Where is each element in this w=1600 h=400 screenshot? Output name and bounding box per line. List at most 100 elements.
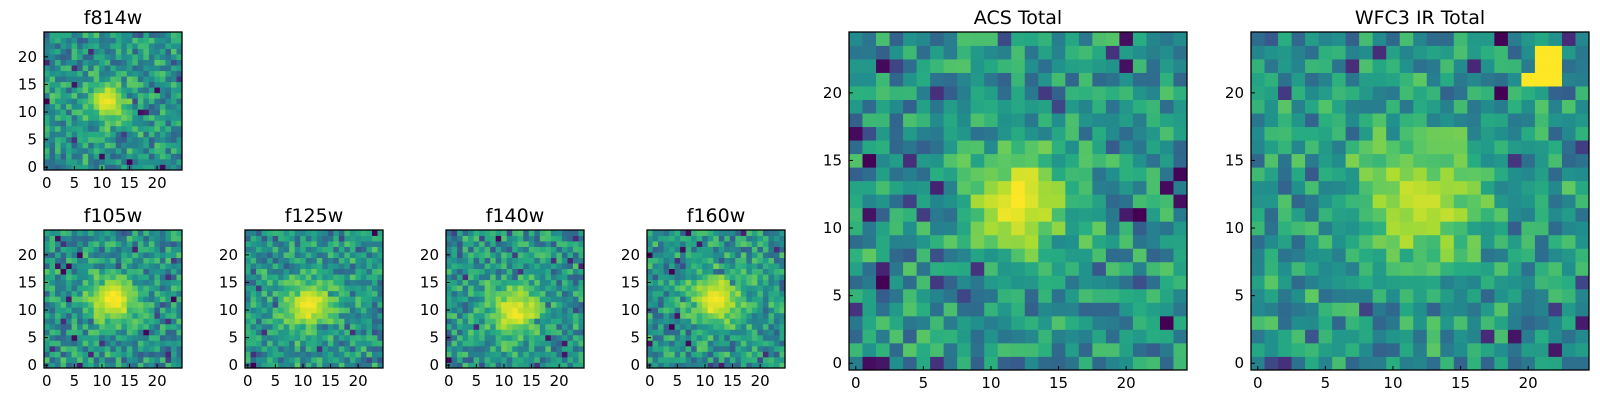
heatmap-cell — [110, 312, 117, 319]
heatmap-cell — [457, 362, 463, 369]
heatmap-cell — [121, 356, 128, 363]
heatmap-cell — [44, 37, 50, 44]
heatmap-cell — [572, 340, 579, 347]
heatmap-cell — [903, 261, 917, 276]
heatmap-cell — [1278, 99, 1292, 114]
heatmap-cell — [1159, 261, 1174, 276]
heatmap-cell — [729, 351, 736, 358]
heatmap-cell — [115, 263, 122, 270]
heatmap-cell — [1399, 221, 1414, 236]
heatmap-cell — [355, 241, 362, 247]
heatmap-cell — [170, 59, 177, 66]
heatmap-cell — [658, 345, 664, 352]
heatmap-cell — [294, 340, 301, 347]
heatmap-cell — [490, 307, 497, 314]
heatmap-cell — [1453, 167, 1468, 182]
heatmap-cell — [333, 340, 340, 347]
heatmap-cell — [71, 356, 78, 363]
heatmap-cell — [696, 301, 703, 308]
heatmap-cell — [484, 345, 491, 352]
heatmap-cell — [702, 279, 709, 286]
heatmap-cell — [115, 131, 122, 138]
heatmap-cell — [957, 99, 972, 114]
heatmap-cell — [93, 142, 100, 149]
heatmap-cell — [1440, 356, 1455, 371]
heatmap-cell — [997, 315, 1012, 330]
heatmap-cell — [371, 241, 378, 247]
heatmap-cell — [44, 318, 50, 325]
heatmap-cell — [126, 351, 133, 358]
heatmap-cell — [468, 285, 474, 292]
heatmap-cell — [344, 334, 351, 341]
heatmap-cell — [1024, 140, 1039, 155]
heatmap-cell — [71, 334, 78, 341]
heatmap-cell — [506, 296, 513, 303]
heatmap-cell — [104, 164, 111, 171]
heatmap-cell — [360, 235, 367, 242]
heatmap-cell — [110, 65, 117, 72]
heatmap-cell — [88, 142, 95, 149]
heatmap-cell — [77, 351, 84, 358]
heatmap-cell — [517, 340, 524, 347]
heatmap-cell — [82, 142, 89, 149]
heatmap-cell — [1561, 207, 1576, 222]
heatmap-cell — [849, 167, 863, 182]
heatmap-cell — [1507, 153, 1522, 168]
heatmap-cell — [523, 230, 530, 236]
heatmap-cell — [126, 153, 133, 160]
heatmap-cell — [121, 263, 128, 270]
heatmap-cell — [773, 334, 780, 341]
heatmap-cell — [250, 268, 257, 275]
heatmap-cell — [71, 136, 78, 143]
heatmap-cell — [930, 72, 945, 87]
heatmap-cell — [132, 158, 139, 165]
heatmap-cell — [685, 252, 692, 258]
heatmap-cell — [495, 246, 502, 253]
heatmap-cell — [104, 323, 111, 330]
heatmap-cell — [545, 312, 552, 319]
heatmap-cell — [751, 263, 758, 270]
heatmap-cell — [165, 279, 172, 286]
heatmap-cell — [143, 252, 150, 258]
heatmap-cell — [283, 312, 290, 319]
heatmap-cell — [702, 329, 709, 336]
heatmap-cell — [534, 334, 541, 341]
heatmap-cell — [713, 274, 720, 281]
heatmap-cell — [1453, 234, 1468, 249]
heatmap-cell — [495, 296, 502, 303]
heatmap-cell — [539, 246, 546, 253]
heatmap-cell — [322, 257, 329, 264]
heatmap-cell — [1372, 288, 1387, 303]
heatmap-cell — [170, 43, 177, 49]
heatmap-cell — [1480, 32, 1495, 46]
heatmap-cell — [680, 257, 687, 264]
heatmap-cell — [1119, 86, 1134, 100]
heatmap-cell — [176, 263, 183, 270]
heatmap-cell — [1264, 275, 1279, 290]
heatmap-cell — [1011, 113, 1026, 128]
heatmap-cell — [1386, 315, 1401, 330]
heatmap-cell — [1092, 288, 1107, 303]
heatmap-cell — [137, 301, 144, 308]
heatmap-cell — [176, 131, 183, 138]
heatmap-cell — [1372, 45, 1387, 60]
heatmap-cell — [115, 235, 122, 242]
heatmap-cell — [283, 257, 290, 264]
heatmap-cell — [718, 285, 725, 292]
heatmap-cell — [1305, 45, 1319, 60]
heatmap-cell — [176, 114, 183, 121]
heatmap-cell — [170, 87, 177, 94]
heatmap-cell — [77, 241, 84, 247]
heatmap-cell — [501, 274, 508, 281]
heatmap-cell — [170, 125, 177, 132]
heatmap-cell — [165, 274, 172, 281]
heatmap-cell — [1146, 248, 1161, 263]
heatmap-cell — [115, 323, 122, 330]
heatmap-cell — [272, 230, 279, 236]
heatmap-cell — [957, 86, 972, 100]
heatmap-cell — [1251, 180, 1265, 195]
heatmap-cell — [71, 230, 78, 236]
heatmap-cell — [707, 241, 714, 247]
heatmap-cell — [1399, 207, 1414, 222]
heatmap-cell — [1575, 356, 1590, 371]
